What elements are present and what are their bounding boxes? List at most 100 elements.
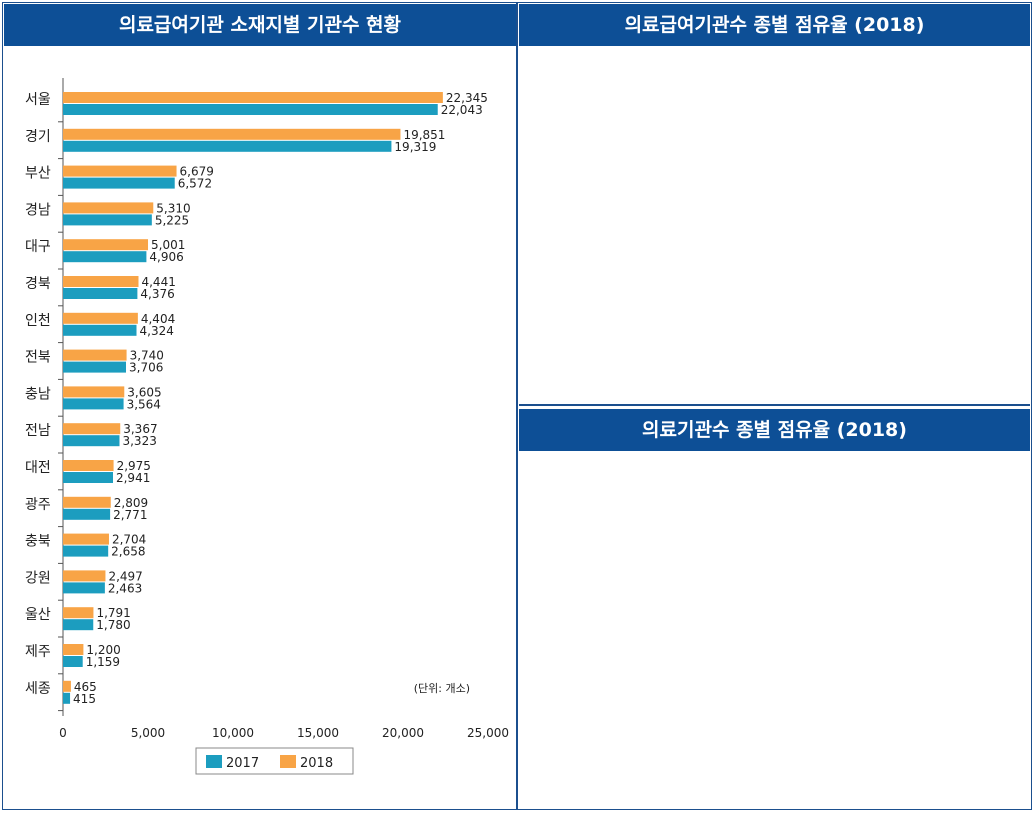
- legend-label-2018: 2018: [300, 756, 333, 771]
- value-label-2017-광주: 2,771: [113, 508, 147, 522]
- category-label-대전: 대전: [25, 460, 51, 476]
- value-label-2017-전남: 3,323: [122, 434, 156, 448]
- vertical-divider: [516, 2, 518, 810]
- x-tick-label-3: 15,000: [297, 726, 339, 740]
- x-tick-label-4: 20,000: [382, 726, 424, 740]
- category-label-부산: 부산: [25, 166, 51, 182]
- bar-2017-울산: [63, 619, 94, 631]
- bar-2018-제주: [63, 644, 84, 655]
- category-label-서울: 서울: [25, 92, 51, 108]
- bar-2018-경기: [63, 128, 401, 140]
- category-label-전남: 전남: [25, 423, 51, 439]
- bar-2018-전북: [63, 349, 127, 361]
- value-label-2018-충북: 2,704: [112, 533, 146, 547]
- pie-chart-1: [518, 0, 1036, 815]
- bar-2017-인천: [63, 324, 137, 336]
- value-label-2018-전남: 3,367: [123, 422, 157, 436]
- horizontal-divider: [519, 404, 1030, 406]
- category-label-제주: 제주: [25, 644, 51, 660]
- pie-chart-1-title: 의료급여기관수 종별 점유율 (2018): [519, 4, 1030, 46]
- bar-2017-제주: [63, 656, 83, 667]
- category-label-광주: 광주: [25, 497, 51, 513]
- bar-2017-대전: [63, 472, 113, 483]
- value-label-2017-서울: 22,043: [441, 103, 483, 117]
- bar-2017-충북: [63, 545, 109, 557]
- value-label-2018-서울: 22,345: [446, 91, 488, 105]
- value-label-2018-제주: 1,200: [86, 643, 120, 657]
- value-label-2018-강원: 2,497: [108, 569, 142, 583]
- bar-2017-대구: [63, 251, 147, 263]
- value-label-2018-세종: 465: [74, 680, 97, 694]
- category-label-경북: 경북: [25, 276, 51, 292]
- value-label-2017-강원: 2,463: [108, 581, 142, 595]
- bar-2017-세종: [63, 692, 71, 704]
- bar-2018-경남: [63, 202, 154, 214]
- x-tick-label-1: 5,000: [131, 726, 165, 740]
- bar-2017-전남: [63, 435, 120, 447]
- bar-2018-부산: [63, 165, 177, 177]
- bar-2017-부산: [63, 177, 175, 189]
- category-label-충남: 충남: [25, 386, 51, 402]
- bar-2017-충남: [63, 398, 124, 410]
- value-label-2018-경기: 19,851: [403, 128, 445, 142]
- category-label-세종: 세종: [25, 681, 51, 697]
- category-label-충북: 충북: [25, 534, 51, 550]
- category-label-인천: 인천: [25, 313, 51, 329]
- bar-2017-전북: [63, 361, 127, 373]
- value-label-2017-울산: 1,780: [96, 618, 130, 632]
- x-tick-label-0: 0: [59, 726, 67, 740]
- bar-2018-전남: [63, 423, 121, 435]
- unit-note: (단위: 개소): [414, 682, 470, 695]
- value-label-2017-경기: 19,319: [394, 140, 436, 154]
- value-label-2017-대전: 2,941: [116, 471, 150, 485]
- category-label-경기: 경기: [25, 129, 51, 145]
- category-label-경남: 경남: [25, 202, 51, 218]
- value-label-2017-충남: 3,564: [127, 397, 161, 411]
- legend-label-2017: 2017: [226, 756, 259, 771]
- value-label-2017-인천: 4,324: [140, 324, 174, 338]
- value-label-2018-대전: 2,975: [117, 459, 151, 473]
- bar-2018-서울: [63, 92, 443, 103]
- value-label-2017-세종: 415: [73, 692, 96, 706]
- value-label-2018-인천: 4,404: [141, 312, 175, 326]
- bar-2017-광주: [63, 508, 111, 520]
- value-label-2018-부산: 6,679: [180, 165, 214, 179]
- bar-2018-강원: [63, 570, 106, 582]
- value-label-2018-경남: 5,310: [156, 201, 190, 215]
- legend-box: [195, 747, 354, 775]
- bar-2018-세종: [63, 680, 71, 692]
- bar-2018-대전: [63, 460, 114, 471]
- category-label-강원: 강원: [25, 570, 51, 586]
- x-tick-label-2: 10,000: [212, 726, 254, 740]
- value-label-2018-광주: 2,809: [114, 496, 148, 510]
- legend-swatch-2017: [206, 755, 222, 768]
- bar-2018-경북: [63, 276, 139, 287]
- bar-2017-서울: [63, 104, 438, 115]
- value-label-2018-충남: 3,605: [127, 385, 161, 399]
- bar-2018-충북: [63, 533, 109, 545]
- bar-2018-대구: [63, 239, 149, 251]
- value-label-2017-충북: 2,658: [111, 545, 145, 559]
- bar-2017-강원: [63, 582, 105, 594]
- value-label-2018-울산: 1,791: [96, 606, 130, 620]
- value-label-2017-경남: 5,225: [155, 213, 189, 227]
- legend-swatch-2018: [280, 755, 296, 768]
- value-label-2017-전북: 3,706: [129, 361, 163, 375]
- value-label-2018-대구: 5,001: [151, 238, 185, 252]
- value-label-2017-제주: 1,159: [86, 655, 120, 669]
- value-label-2018-경북: 4,441: [141, 275, 175, 289]
- bar-2018-충남: [63, 386, 125, 398]
- bar-2017-경남: [63, 214, 152, 226]
- bar-2017-경북: [63, 288, 138, 299]
- bar-2018-인천: [63, 312, 138, 324]
- category-label-울산: 울산: [25, 607, 51, 623]
- pie-chart-2-title: 의료기관수 종별 점유율 (2018): [519, 409, 1030, 451]
- value-label-2018-전북: 3,740: [130, 349, 164, 363]
- x-tick-label-5: 25,000: [467, 726, 509, 740]
- bar-2018-광주: [63, 496, 111, 508]
- category-label-전북: 전북: [25, 350, 51, 366]
- category-label-대구: 대구: [25, 239, 51, 255]
- value-label-2017-경북: 4,376: [140, 287, 174, 301]
- bar-2017-경기: [63, 140, 392, 152]
